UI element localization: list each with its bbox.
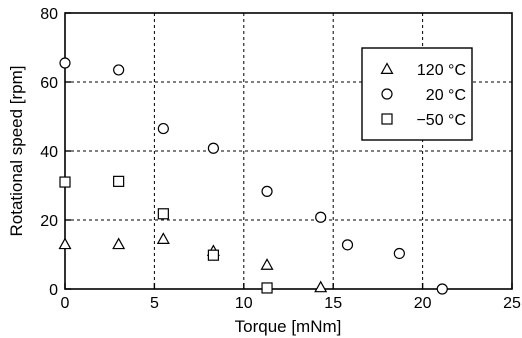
data-point-triangle [314, 280, 328, 293]
data-point-triangle [112, 237, 126, 250]
axis-ticks: 0 5 10 15 20 25 0 20 40 60 80 [40, 6, 521, 312]
data-point-circle [157, 122, 169, 135]
data-point-triangle [260, 258, 274, 270]
legend-label: 120 °C [417, 62, 466, 79]
x-tick-label: 5 [150, 295, 159, 312]
data-point-square [261, 282, 273, 294]
y-tick-label: 40 [40, 144, 58, 161]
legend-box [361, 47, 473, 141]
data-point-triangle [156, 232, 170, 244]
data-point-circle [436, 283, 448, 295]
y-tick-label: 20 [40, 213, 58, 230]
data-point-square [59, 176, 71, 188]
y-axis-title: Rotational speed [rpm] [7, 65, 26, 236]
x-tick-label: 20 [414, 295, 432, 312]
y-tick-label: 60 [40, 75, 58, 92]
legend-marker-square [381, 113, 393, 125]
legend-label: −50 °C [416, 112, 466, 129]
x-tick-label: 10 [235, 295, 253, 312]
data-point-circle [207, 142, 220, 154]
x-tick-label: 25 [503, 295, 521, 312]
data-point-square [113, 175, 125, 187]
x-tick-label: 0 [61, 295, 70, 312]
data-point-circle [393, 247, 405, 260]
x-axis-title: Torque [mNm] [235, 317, 342, 336]
legend-marker-circle [381, 88, 393, 100]
data-point-circle [261, 185, 273, 197]
data-point-square [207, 249, 220, 261]
data-point-circle [113, 64, 125, 76]
x-tick-label: 15 [324, 295, 342, 312]
y-tick-label: 80 [40, 6, 58, 23]
data-point-circle [59, 57, 71, 69]
data-point-circle [341, 239, 354, 251]
y-tick-label: 0 [49, 282, 58, 299]
data-point-circle [315, 211, 327, 223]
data-point-triangle [58, 237, 72, 250]
legend-marker-triangle [380, 62, 394, 75]
legend: 120 °C 20 °C −50 °C [361, 47, 473, 141]
legend-label: 20 °C [426, 87, 466, 104]
data-points [58, 57, 448, 295]
data-point-square [157, 208, 169, 220]
